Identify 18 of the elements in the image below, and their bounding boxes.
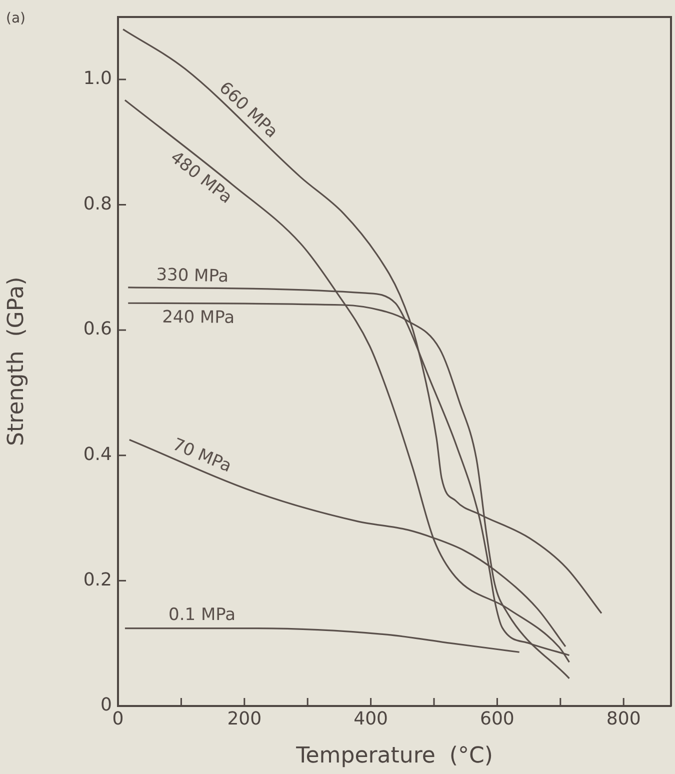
series-label: 240 MPa: [162, 307, 235, 328]
x-axis-title: Temperature (°C): [295, 744, 493, 769]
series-label: 330 MPa: [156, 265, 229, 287]
y-tick-label: 0: [100, 694, 112, 716]
series-label: 0.1 MPa: [168, 605, 236, 626]
y-tick-label: 0.6: [83, 318, 112, 340]
text: 70 MPa: [170, 434, 234, 477]
y-tick-label: 1.0: [83, 68, 112, 90]
line-series: [124, 628, 520, 653]
x-tick-label: 400: [354, 708, 388, 730]
x-tick-label: 600: [480, 708, 514, 730]
x-tick-label: 800: [606, 708, 641, 730]
x-tick-label: 200: [227, 708, 262, 730]
y-tick-label: 0.2: [83, 569, 112, 590]
y-tick-label: 0.4: [83, 444, 112, 466]
y-tick-label: 0.8: [83, 193, 112, 214]
y-axis-title: Strength (GPa): [4, 276, 29, 446]
text: (a): [6, 10, 26, 27]
